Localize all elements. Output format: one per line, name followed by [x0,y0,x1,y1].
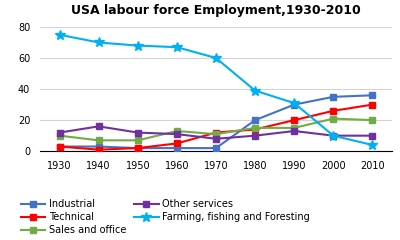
Line: Other services: Other services [57,124,375,142]
Sales and office [135,139,140,142]
Farming, fishing and Foresting [96,41,101,44]
Other services [331,134,336,137]
Other services [370,134,375,137]
Other services [253,134,258,137]
Farming, fishing and Foresting [331,134,336,137]
Other services [174,133,179,136]
Sales and office [96,139,101,142]
Technical [292,119,297,122]
Sales and office [214,133,218,136]
Farming, fishing and Foresting [57,33,62,36]
Sales and office [174,130,179,132]
Industrial [57,145,62,148]
Technical [331,109,336,112]
Industrial [174,147,179,150]
Farming, fishing and Foresting [174,46,179,48]
Line: Industrial: Industrial [57,92,375,151]
Industrial [96,145,101,148]
Farming, fishing and Foresting [214,57,218,60]
Title: USA labour force Employment,1930-2010: USA labour force Employment,1930-2010 [71,4,361,17]
Legend: Industrial, Technical, Sales and office, Other services, Farming, fishing and Fo: Industrial, Technical, Sales and office,… [21,199,310,235]
Sales and office [292,126,297,129]
Industrial [331,96,336,98]
Other services [135,131,140,134]
Line: Technical: Technical [57,102,375,152]
Technical [214,131,218,134]
Industrial [253,119,258,122]
Technical [135,147,140,150]
Other services [96,125,101,128]
Line: Sales and office: Sales and office [57,116,375,143]
Sales and office [370,119,375,122]
Industrial [135,147,140,150]
Technical [96,148,101,151]
Industrial [214,147,218,150]
Industrial [370,94,375,97]
Other services [214,137,218,140]
Technical [174,142,179,145]
Sales and office [253,126,258,129]
Technical [253,128,258,131]
Farming, fishing and Foresting [135,44,140,47]
Technical [57,145,62,148]
Farming, fishing and Foresting [253,89,258,92]
Technical [370,103,375,106]
Other services [57,131,62,134]
Sales and office [331,117,336,120]
Other services [292,130,297,132]
Farming, fishing and Foresting [370,144,375,146]
Industrial [292,103,297,106]
Sales and office [57,134,62,137]
Line: Farming, fishing and Foresting: Farming, fishing and Foresting [55,30,377,150]
Farming, fishing and Foresting [292,102,297,104]
